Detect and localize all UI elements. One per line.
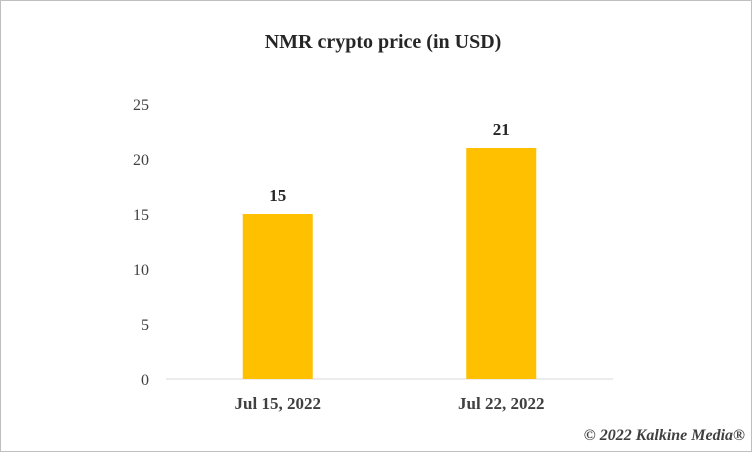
- y-tick-label: 25: [133, 97, 149, 114]
- bars: [242, 148, 537, 379]
- data-label: 21: [493, 120, 510, 139]
- copyright-text: © 2022 Kalkine Media®: [584, 427, 745, 444]
- bar: [466, 148, 537, 379]
- y-tick-label: 20: [133, 152, 149, 169]
- y-tick-label: 15: [133, 207, 149, 224]
- data-label: 15: [269, 186, 286, 205]
- x-tick-label: Jul 15, 2022: [235, 394, 321, 413]
- chart-title: NMR crypto price (in USD): [265, 31, 502, 53]
- y-tick-label: 5: [141, 317, 149, 334]
- y-tick-label: 10: [133, 262, 149, 279]
- y-axis-ticks: 0 5 10 15 20 25: [133, 97, 149, 389]
- y-tick-label: 0: [141, 372, 149, 389]
- x-axis-ticks: Jul 15, 2022 Jul 22, 2022: [235, 394, 545, 413]
- x-tick-label: Jul 22, 2022: [458, 394, 544, 413]
- bar: [242, 214, 313, 379]
